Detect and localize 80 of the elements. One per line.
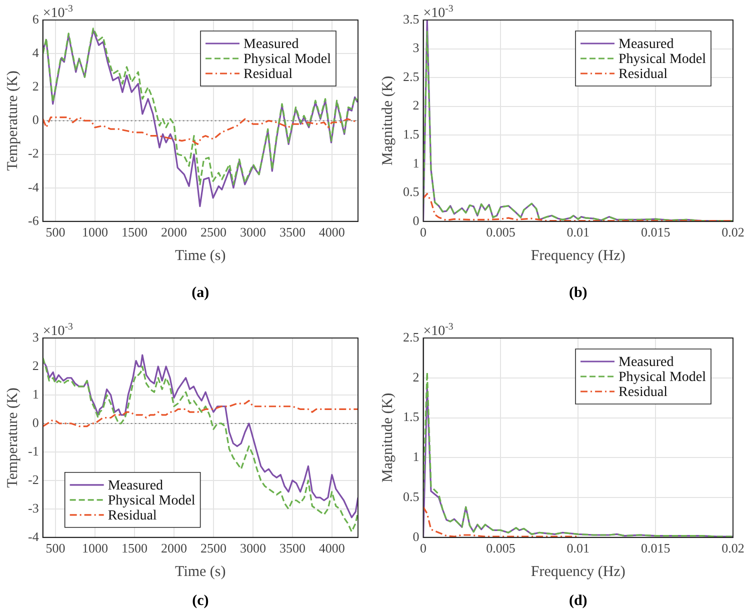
x-tick-label: 0.015 xyxy=(640,224,670,240)
y-tick-label: -4 xyxy=(28,528,40,544)
y-tick-label: 0.5 xyxy=(403,184,420,200)
x-tick-label: 0.005 xyxy=(486,540,516,556)
y-tick-label: -3 xyxy=(28,500,39,516)
y-tick-label: 0 xyxy=(32,112,39,128)
x-tick-label: 0.02 xyxy=(722,224,744,240)
y-tick-label: 0.5 xyxy=(403,488,420,504)
y-tick-label: 1.5 xyxy=(403,126,420,142)
legend-label: Physical Model xyxy=(108,494,196,509)
y-tick-label: 3 xyxy=(32,329,39,344)
x-axis-title: Time (s) xyxy=(175,248,226,264)
x-tick-label: 3500 xyxy=(279,540,306,556)
x-tick-label: 2000 xyxy=(160,540,187,556)
x-tick-label: 1000 xyxy=(82,540,108,556)
x-tick-label: 0.015 xyxy=(640,540,670,556)
y-tick-label: 3 xyxy=(412,40,420,56)
y-tick-label: 2.5 xyxy=(403,68,420,84)
x-tick-label: 2000 xyxy=(160,224,187,240)
x-axis-title: Frequency (Hz) xyxy=(530,564,626,580)
y-tick-label: -2 xyxy=(28,472,39,487)
y-tick-label: 2 xyxy=(32,358,39,373)
y-tick-label: 1 xyxy=(412,155,420,170)
y-tick-label: 2 xyxy=(412,369,420,384)
y-axis-title: Magnitude (K) xyxy=(380,76,396,166)
x-tick-label: 500 xyxy=(46,540,66,556)
text: (c) xyxy=(192,593,209,609)
y-tick-label: -2 xyxy=(28,146,39,161)
x-tick-label: 0.01 xyxy=(566,224,590,240)
x-tick-label: 3000 xyxy=(240,224,266,240)
legend-label: Residual xyxy=(244,67,293,82)
y-tick-label: 1.5 xyxy=(403,409,420,424)
y-tick-label: 0 xyxy=(412,528,420,544)
x-axis-title: Frequency (Hz) xyxy=(530,248,626,264)
x-tick-label: 1500 xyxy=(121,540,148,556)
x-tick-label: 2500 xyxy=(200,224,226,240)
y-tick-label: 1 xyxy=(412,449,420,464)
x-axis-title: Time (s) xyxy=(175,564,226,580)
x-tick-label: 3500 xyxy=(279,224,306,240)
x-tick-label: 0.01 xyxy=(566,540,590,556)
y-axis-title: Magnitude (K) xyxy=(380,392,396,482)
legend-label: Residual xyxy=(108,508,157,524)
x-tick-label: 1500 xyxy=(121,224,148,240)
y-tick-label: 2 xyxy=(412,98,420,113)
x-tick-label: 1000 xyxy=(82,224,108,240)
y-tick-label: -4 xyxy=(28,179,40,194)
y-tick-label: 3.5 xyxy=(403,11,420,26)
legend-label: Physical Model xyxy=(618,370,706,386)
y-axis-title: Temperature (K) xyxy=(4,388,21,488)
legend-label: Measured xyxy=(618,355,674,370)
y-tick-label: 2 xyxy=(32,78,39,94)
x-tick-label: 500 xyxy=(46,224,66,240)
y-axis-title: Temperature (K) xyxy=(4,70,21,171)
legend-label: Residual xyxy=(618,385,668,400)
text: (d) xyxy=(568,593,588,609)
x-tick-label: 2500 xyxy=(200,540,226,556)
legend-label: Physical Model xyxy=(618,52,706,68)
y-tick-label: 0 xyxy=(32,414,39,430)
y-tick-label: 4 xyxy=(32,44,40,60)
x-tick-label: 4000 xyxy=(318,540,345,556)
x-tick-label: 3000 xyxy=(240,540,266,556)
line-series xyxy=(423,506,579,538)
legend-label: Measured xyxy=(244,37,299,52)
y-tick-label: 6 xyxy=(32,11,40,26)
y-tick-label: 1 xyxy=(32,386,39,402)
legend-label: Physical Model xyxy=(244,52,332,68)
line-series xyxy=(42,116,358,145)
text: (b) xyxy=(568,285,588,301)
legend-label: Measured xyxy=(108,478,164,494)
y-tick-label: 0 xyxy=(412,212,420,228)
legend-label: Residual xyxy=(618,67,668,82)
line-series xyxy=(42,400,358,428)
y-tick-label: -6 xyxy=(28,212,40,228)
x-tick-label: 0.02 xyxy=(722,540,744,556)
y-tick-label: 2.5 xyxy=(403,329,420,344)
x-tick-label: 0.005 xyxy=(486,224,516,240)
text: (a) xyxy=(192,285,210,301)
x-tick-label: 4000 xyxy=(318,224,345,240)
y-tick-label: -1 xyxy=(28,443,39,458)
legend-label: Measured xyxy=(618,37,674,52)
